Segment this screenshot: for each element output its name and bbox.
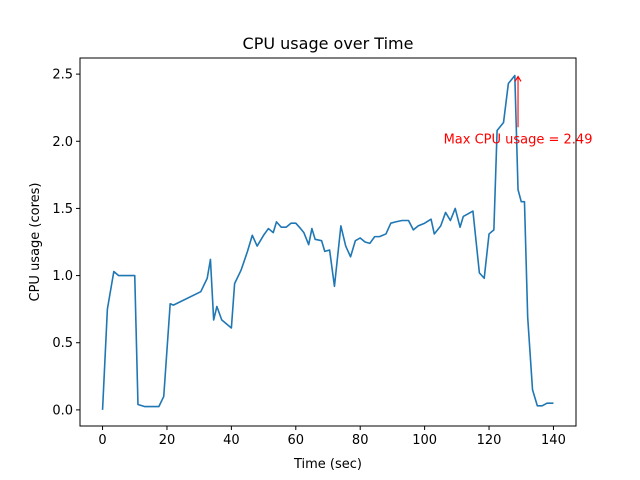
x-tick-label: 140	[541, 433, 566, 448]
axes-frame	[79, 57, 577, 427]
plot-area: Max CPU usage = 2.49	[101, 74, 593, 410]
y-tick-label: 0.5	[52, 336, 73, 351]
y-tick-label: 1.0	[52, 269, 73, 284]
axes: 0 20 40 60 80 100 120 140 0.0 0.5 1.0 1.5 2.0 2.5	[52, 57, 577, 448]
annotation-label: Max CPU usage = 2.49	[444, 132, 593, 147]
y-tick-label: 2.0	[52, 135, 73, 150]
x-axis-label: Time (sec)	[293, 457, 362, 472]
x-tick-label: 120	[477, 433, 502, 448]
x-tick-label: 100	[412, 433, 437, 448]
x-tick-label: 60	[288, 433, 305, 448]
y-tick-label: 1.5	[52, 202, 73, 217]
x-tick-label: 40	[223, 433, 240, 448]
y-tick-label: 2.5	[52, 68, 73, 83]
y-axis-label: CPU usage (cores)	[28, 183, 43, 302]
y-tick-label: 0.0	[52, 403, 73, 418]
annotation-arrow-head	[514, 75, 522, 82]
x-tick-label: 0	[98, 433, 106, 448]
series-line-0	[101, 74, 554, 410]
x-tick-label: 20	[159, 433, 176, 448]
x-tick-label: 80	[352, 433, 369, 448]
chart-title: CPU usage over Time	[243, 34, 414, 53]
